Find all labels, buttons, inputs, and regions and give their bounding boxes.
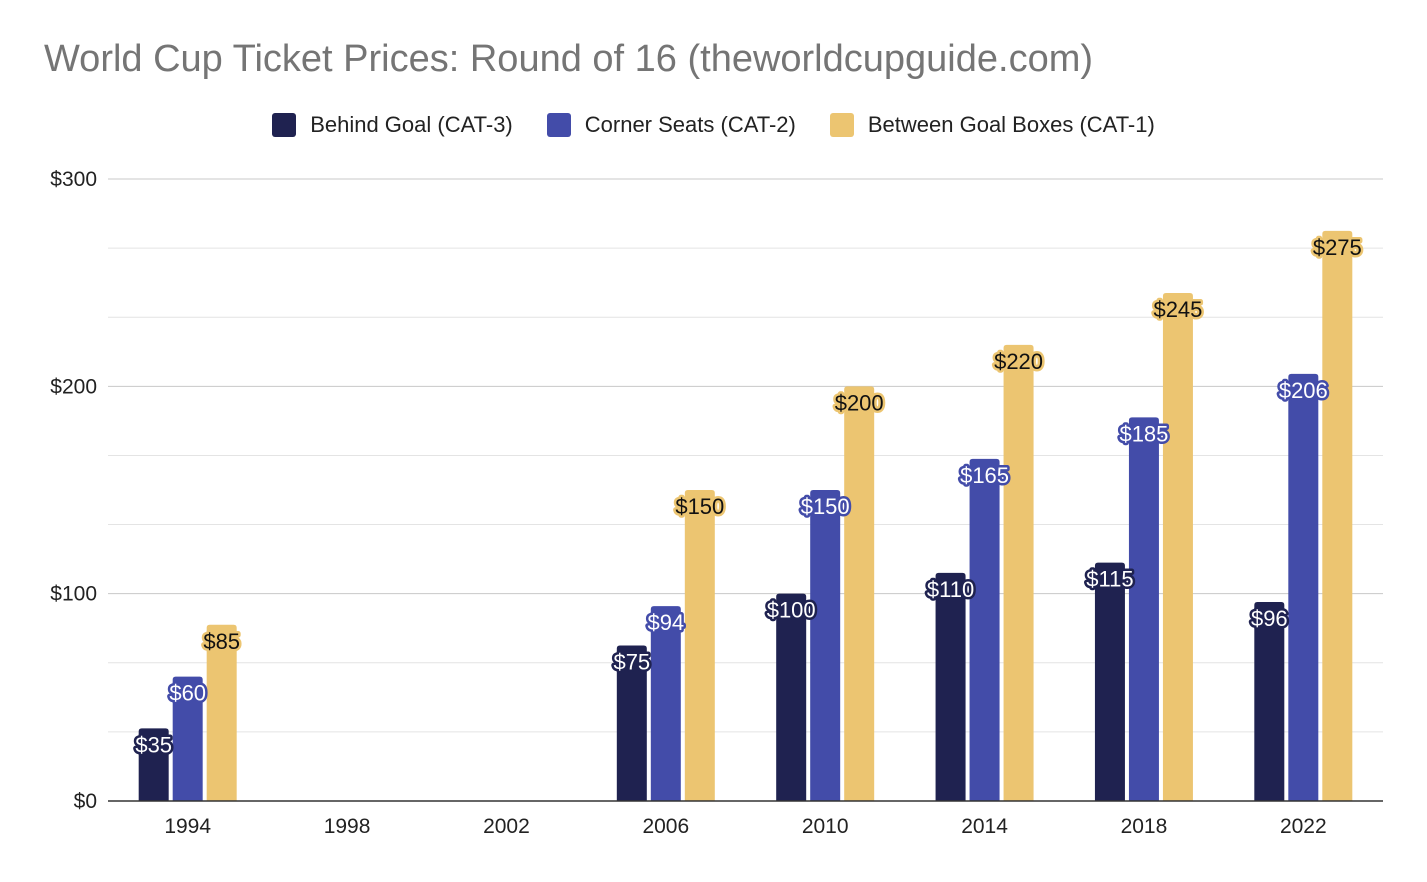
data-label: $245 xyxy=(1153,297,1202,322)
data-label: $110 xyxy=(927,577,974,602)
bar xyxy=(1162,293,1193,801)
bar xyxy=(616,645,647,801)
data-label: $115 xyxy=(1086,567,1133,592)
bar xyxy=(969,458,1000,801)
data-label: $206 xyxy=(1279,378,1328,403)
bars xyxy=(138,230,1353,802)
y-tick-label: $0 xyxy=(74,790,97,813)
data-label: $100 xyxy=(767,598,816,623)
bar xyxy=(1094,562,1125,801)
bar xyxy=(1128,417,1159,801)
y-tick-label: $200 xyxy=(50,375,97,398)
data-label: $150 xyxy=(675,494,724,519)
axes: $0 $100 $200 $300 1994 1998 2002 2006 2010 2014 20… xyxy=(50,168,1383,838)
bar xyxy=(1322,230,1353,802)
bar xyxy=(650,606,681,801)
x-tick-label: 2002 xyxy=(483,815,530,838)
bar xyxy=(684,490,715,801)
data-label: $150 xyxy=(801,494,850,519)
x-tick-label: 1994 xyxy=(164,815,211,838)
y-tick-label: $100 xyxy=(50,583,97,606)
bar xyxy=(138,728,169,801)
data-labels: $35 $60 $85 $75 $94 $150 $100 $150 $200 $110 $165 $… xyxy=(133,232,1364,760)
bar xyxy=(1254,601,1285,801)
bar xyxy=(776,593,807,801)
x-tick-label: 2018 xyxy=(1121,815,1168,838)
data-label: $94 xyxy=(647,610,684,635)
chart-title: World Cup Ticket Prices: Round of 16 (th… xyxy=(44,38,1094,80)
bar xyxy=(1288,373,1319,801)
legend-swatch-between-goal-boxes xyxy=(829,113,854,137)
x-tick-label: 2010 xyxy=(802,815,849,838)
legend-label-corner-seats: Corner Seats (CAT-2) xyxy=(584,112,796,137)
data-label: $60 xyxy=(169,681,206,706)
data-label: $35 xyxy=(135,732,172,757)
legend-item-between-goal-boxes: Between Goal Boxes (CAT-1) xyxy=(829,112,1155,138)
data-label: $185 xyxy=(1119,421,1168,446)
data-label: $200 xyxy=(835,390,884,415)
bar xyxy=(844,386,875,801)
x-tick-label: 2022 xyxy=(1280,815,1327,838)
legend-item-behind-goal: Behind Goal (CAT-3) xyxy=(272,112,513,138)
data-label: $75 xyxy=(613,650,650,675)
bar xyxy=(1003,344,1034,801)
legend-item-corner-seats: Corner Seats (CAT-2) xyxy=(546,112,796,138)
bar xyxy=(172,676,203,801)
legend-label-between-goal-boxes: Between Goal Boxes (CAT-1) xyxy=(867,112,1155,137)
legend: Behind Goal (CAT-3) Corner Seats (CAT-2)… xyxy=(0,108,1427,142)
data-label: $220 xyxy=(994,349,1043,374)
legend-swatch-corner-seats xyxy=(546,113,571,137)
data-label: $96 xyxy=(1251,606,1288,631)
data-label: $275 xyxy=(1313,235,1362,260)
x-tick-label: 1998 xyxy=(324,815,371,838)
bar xyxy=(206,624,237,801)
bar xyxy=(935,572,966,801)
legend-label-behind-goal: Behind Goal (CAT-3) xyxy=(310,112,513,137)
x-tick-label: 2014 xyxy=(961,815,1008,838)
x-tick-label: 2006 xyxy=(642,815,689,838)
legend-swatch-behind-goal xyxy=(272,113,297,137)
data-label: $165 xyxy=(960,463,1009,488)
y-tick-label: $300 xyxy=(50,168,97,191)
bar xyxy=(810,490,841,801)
data-label: $85 xyxy=(203,629,240,654)
